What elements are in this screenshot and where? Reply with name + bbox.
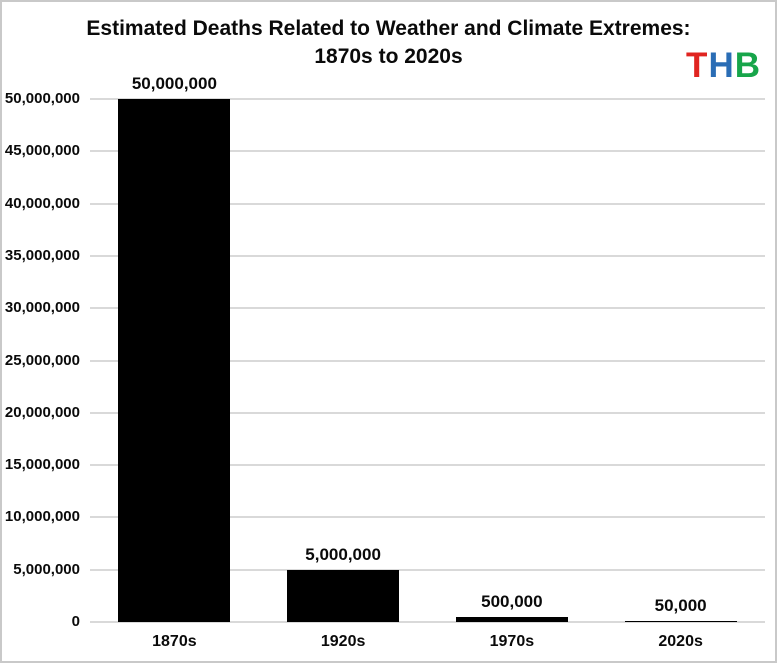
- y-tick-label: 35,000,000: [4, 246, 80, 264]
- gridline: [90, 621, 765, 623]
- bar-value-label-1920s: 5,000,000: [305, 544, 381, 564]
- gridline: [90, 150, 765, 153]
- gridline: [90, 98, 765, 100]
- y-tick-label: 10,000,000: [4, 508, 80, 526]
- y-tick-label: 5,000,000: [13, 560, 80, 578]
- y-tick-label: 50,000,000: [4, 90, 80, 107]
- chart-title: Estimated Deaths Related to Weather and …: [2, 15, 775, 71]
- gridline: [90, 202, 765, 205]
- y-tick-label: 15,000,000: [4, 456, 80, 474]
- x-tick-label-1920s: 1920s: [320, 633, 366, 650]
- y-tick-label: 0: [71, 613, 80, 630]
- plot-area: 50,000,000 5,000,000 500,000 50,000: [90, 74, 765, 623]
- gridline: [90, 464, 765, 467]
- bar-1920s: [287, 569, 400, 622]
- gridline: [90, 359, 765, 362]
- y-tick-label: 30,000,000: [4, 299, 80, 317]
- bar-1870s: [118, 99, 231, 622]
- thb-logo: THB: [686, 46, 761, 86]
- gridline: [90, 307, 765, 310]
- x-tick-label-2020s: 2020s: [658, 633, 703, 650]
- thb-logo-letter-b: B: [734, 46, 761, 85]
- gridline: [90, 516, 765, 519]
- bar-value-label-1870s: 50,000,000: [131, 74, 217, 93]
- bar-value-label-1970s: 500,000: [481, 591, 543, 611]
- y-tick-label: 20,000,000: [4, 403, 80, 421]
- y-tick-label: 40,000,000: [4, 194, 80, 212]
- chart-title-line2: 1870s to 2020s: [314, 45, 463, 68]
- thb-logo-letter-h: H: [708, 46, 735, 85]
- x-tick-label-1870s: 1870s: [152, 633, 197, 650]
- y-tick-label: 25,000,000: [4, 351, 80, 369]
- y-tick-label: 45,000,000: [4, 142, 80, 160]
- bar-1970s: [455, 616, 568, 622]
- x-tick-label-1970s: 1970s: [489, 633, 535, 650]
- gridline: [90, 254, 765, 257]
- bar-2020s: [624, 621, 737, 622]
- gridline: [90, 568, 765, 571]
- bar-value-label-2020s: 50,000: [654, 596, 707, 616]
- thb-logo-letter-t: T: [686, 46, 709, 85]
- chart-title-line1: Estimated Deaths Related to Weather and …: [86, 17, 691, 40]
- gridline: [90, 411, 765, 414]
